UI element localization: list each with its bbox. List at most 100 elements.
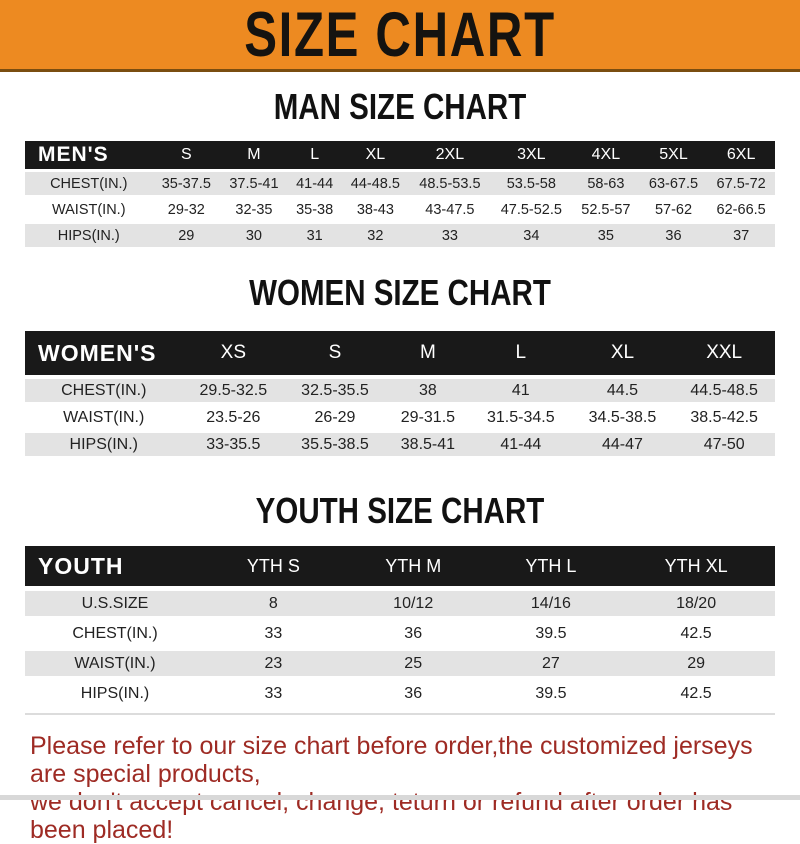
size-chart-banner: SIZE CHART [0,0,800,72]
size-value-cell: 58-63 [572,172,640,195]
women-section-title-text: WOMEN SIZE CHART [249,272,551,313]
size-value-cell: 34 [490,224,573,247]
man-section-title-text: MAN SIZE CHART [273,86,527,127]
row-label: CHEST(IN.) [25,379,183,402]
size-value-cell: 32 [341,224,410,247]
size-value-cell: 41-44 [287,172,342,195]
size-value-cell: 29.5-32.5 [182,379,285,402]
table-row: HIPS(IN.) 29 30 31 32 33 34 35 36 37 [25,224,775,247]
size-value-cell: 26-29 [284,406,386,429]
row-label: HIPS(IN.) [25,224,153,247]
table-body: U.S.SIZE 8 10/12 14/16 18/20 CHEST(IN.) 33 36 39… [25,591,775,706]
size-value-cell: 38.5-42.5 [673,406,775,429]
size-value-cell: 29 [617,651,775,676]
table-body: CHEST(IN.) 35-37.5 37.5-41 41-44 44-48.5 48.5… [25,172,775,247]
size-value-cell: 41-44 [469,433,572,456]
table-row: WAIST(IN.) 29-32 32-35 35-38 38-43 43-47.5 47.… [25,198,775,221]
table-row: WAIST(IN.) 23.5-26 26-29 29-31.5 31.5-34.5 34… [25,406,775,429]
size-value-cell: 52.5-57 [572,198,640,221]
size-value-cell: 29 [152,224,221,247]
size-value-cell: 32.5-35.5 [284,379,386,402]
size-value-cell: 33-35.5 [182,433,285,456]
table-row: CHEST(IN.) 29.5-32.5 32.5-35.5 38 41 44.5 44.5… [25,379,775,402]
size-value-cell: 25 [341,651,485,676]
footer-disclaimer-line1: Please refer to our size chart before or… [30,732,753,788]
size-column-header: YTH XL [617,546,775,586]
youth-section-title: YOUTH SIZE CHART [0,493,800,529]
size-column-header: 3XL [490,141,573,169]
table-row: CHEST(IN.) 35-37.5 37.5-41 41-44 44-48.5 48.5… [25,172,775,195]
youth-section-title-text: YOUTH SIZE CHART [255,490,545,531]
size-value-cell: 44.5-48.5 [673,379,775,402]
size-column-header: YTH S [205,546,342,586]
table-group-label: WOMEN'S [25,331,183,375]
size-value-cell: 35.5-38.5 [284,433,386,456]
size-column-header: M [220,141,288,169]
size-value-cell: 47-50 [673,433,775,456]
size-value-cell: 42.5 [617,681,775,706]
size-column-header: L [287,141,342,169]
size-column-header: S [284,331,386,375]
women-size-table: WOMEN'S XS S M L XL XXL CHEST(IN.) 29.5-32.5 32.5… [25,327,775,460]
size-value-cell: 43-47.5 [409,198,491,221]
size-value-cell: 53.5-58 [490,172,573,195]
table-group-label: MEN'S [25,141,153,169]
table-group-label: YOUTH [25,546,205,586]
size-value-cell: 33 [409,224,491,247]
table-header-row: MEN'S S M L XL 2XL 3XL 4XL 5XL 6XL [25,141,775,169]
row-label: CHEST(IN.) [25,172,153,195]
size-value-cell: 38 [385,379,470,402]
table-body: CHEST(IN.) 29.5-32.5 32.5-35.5 38 41 44.5 44.5… [25,379,775,456]
size-value-cell: 35-37.5 [152,172,221,195]
table-header-row: WOMEN'S XS S M L XL XXL [25,331,775,375]
row-label: U.S.SIZE [25,591,205,616]
size-value-cell: 29-31.5 [385,406,470,429]
size-table: YOUTH YTH S YTH M YTH L YTH XL U.S.SIZE 8 10/12… [25,541,775,711]
size-value-cell: 39.5 [484,621,618,646]
row-label: HIPS(IN.) [25,433,183,456]
size-value-cell: 42.5 [617,621,775,646]
size-value-cell: 35 [572,224,640,247]
size-column-header: XS [182,331,285,375]
table-row: U.S.SIZE 8 10/12 14/16 18/20 [25,591,775,616]
size-value-cell: 30 [220,224,288,247]
size-value-cell: 38.5-41 [385,433,470,456]
women-section-title: WOMEN SIZE CHART [0,275,800,311]
size-value-cell: 44.5 [571,379,674,402]
size-value-cell: 23 [205,651,342,676]
table-header-row: YOUTH YTH S YTH M YTH L YTH XL [25,546,775,586]
size-value-cell: 44-47 [571,433,674,456]
size-column-header: L [469,331,572,375]
table-row: CHEST(IN.) 33 36 39.5 42.5 [25,621,775,646]
size-value-cell: 36 [639,224,708,247]
footer-disclaimer: Please refer to our size chart before or… [0,732,800,844]
size-value-cell: 10/12 [341,591,485,616]
size-value-cell: 36 [341,621,485,646]
size-column-header: XL [571,331,674,375]
size-value-cell: 44-48.5 [341,172,410,195]
size-value-cell: 18/20 [617,591,775,616]
size-value-cell: 63-67.5 [639,172,708,195]
size-value-cell: 38-43 [341,198,410,221]
banner-title: SIZE CHART [244,0,556,70]
size-column-header: 5XL [639,141,708,169]
men-size-table: MEN'S S M L XL 2XL 3XL 4XL 5XL 6XL CHEST(IN.) 35-37… [25,138,775,250]
size-table: WOMEN'S XS S M L XL XXL CHEST(IN.) 29.5-32.5 32.5… [25,327,775,460]
size-value-cell: 8 [205,591,342,616]
row-label: CHEST(IN.) [25,621,205,646]
size-value-cell: 57-62 [639,198,708,221]
size-column-header: S [152,141,221,169]
size-value-cell: 47.5-52.5 [490,198,573,221]
table-row: WAIST(IN.) 23 25 27 29 [25,651,775,676]
size-value-cell: 35-38 [287,198,342,221]
size-value-cell: 14/16 [484,591,618,616]
size-column-header: 2XL [409,141,491,169]
table-row: HIPS(IN.) 33 36 39.5 42.5 [25,681,775,706]
row-label: WAIST(IN.) [25,198,153,221]
bottom-edge-strip [0,795,800,800]
table-head: MEN'S S M L XL 2XL 3XL 4XL 5XL 6XL [25,141,775,169]
table-row: HIPS(IN.) 33-35.5 35.5-38.5 38.5-41 41-44 44-… [25,433,775,456]
size-table: MEN'S S M L XL 2XL 3XL 4XL 5XL 6XL CHEST(IN.) 35-37… [25,138,775,250]
size-column-header: 4XL [572,141,640,169]
size-value-cell: 48.5-53.5 [409,172,491,195]
